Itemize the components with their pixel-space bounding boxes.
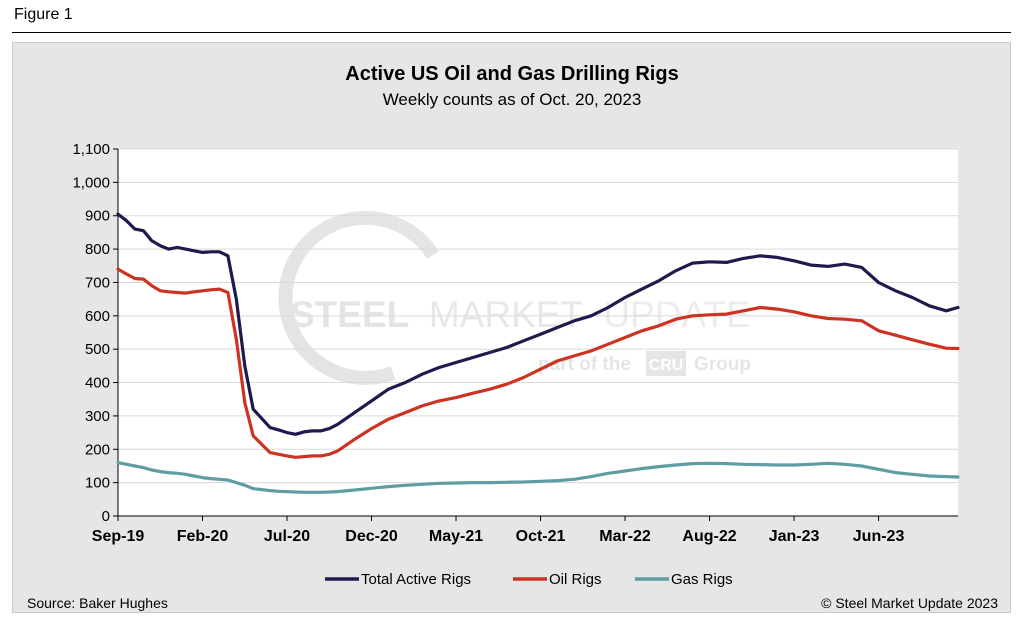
series-line-gas <box>116 461 960 494</box>
y-tick-label: 1,000 <box>72 174 110 191</box>
watermark-arc-icon <box>278 210 439 385</box>
watermark-cru-text: CRU <box>649 357 684 374</box>
watermark-group: Group <box>694 354 751 375</box>
series-lines <box>116 212 960 494</box>
y-tick-label: 700 <box>85 274 110 291</box>
legend-label-total: Total Active Rigs <box>361 571 471 588</box>
y-tick-label: 400 <box>85 375 110 392</box>
x-tick-label: Dec-20 <box>345 528 398 545</box>
x-tick-label: Jan-23 <box>769 528 820 545</box>
chart-title: Active US Oil and Gas Drilling Rigs <box>345 63 678 85</box>
top-divider <box>12 32 1011 33</box>
y-tick-label: 900 <box>85 208 110 225</box>
x-tick-label: Feb-20 <box>177 528 229 545</box>
y-tick-label: 0 <box>102 508 110 525</box>
y-axis: 0 100 200 300 400 500 600 700 800 900 1,000 1,100 <box>72 141 119 525</box>
y-tick-label: 600 <box>85 308 110 325</box>
x-tick-label: Mar-22 <box>599 528 651 545</box>
x-tick-label: May-21 <box>429 528 483 545</box>
watermark-market: MARKET <box>429 294 583 335</box>
x-axis: Sep-19 Feb-20 Jul-20 Dec-20 May-21 Oct-21 Mar-… <box>92 515 958 545</box>
legend-label-gas: Gas Rigs <box>671 571 733 588</box>
svg-text:STEEL MARKET U: STEEL MARKET UPDATE <box>290 294 751 335</box>
line-chart: Active US Oil and Gas Drilling Rigs Week… <box>27 63 998 611</box>
y-tick-label: 500 <box>85 341 110 358</box>
legend: Total Active Rigs Oil Rigs Gas Rigs <box>325 571 733 588</box>
source-note: Source: Baker Hughes <box>27 595 168 611</box>
y-tick-label: 100 <box>85 475 110 492</box>
y-tick-label: 300 <box>85 408 110 425</box>
y-tick-label: 200 <box>85 441 110 458</box>
plot-area <box>118 149 958 516</box>
y-tick-label: 1,100 <box>72 141 110 158</box>
copyright-note: © Steel Market Update 2023 <box>821 595 998 611</box>
series-line-oil <box>116 267 960 459</box>
x-tick-label: Sep-19 <box>92 528 145 545</box>
chart-panel: Active US Oil and Gas Drilling Rigs Week… <box>12 42 1011 613</box>
legend-label-oil: Oil Rigs <box>549 571 602 588</box>
figure-label: Figure 1 <box>14 6 73 23</box>
watermark-steel: STEEL <box>290 294 409 335</box>
chart-subtitle: Weekly counts as of Oct. 20, 2023 <box>383 90 642 109</box>
x-tick-label: Aug-22 <box>682 528 736 545</box>
series-line-total <box>116 212 960 436</box>
x-tick-label: Jul-20 <box>264 528 310 545</box>
y-tick-label: 800 <box>85 241 110 258</box>
x-tick-label: Oct-21 <box>516 528 566 545</box>
watermark-cru-badge <box>646 351 686 376</box>
x-tick-label: Jun-23 <box>853 528 905 545</box>
